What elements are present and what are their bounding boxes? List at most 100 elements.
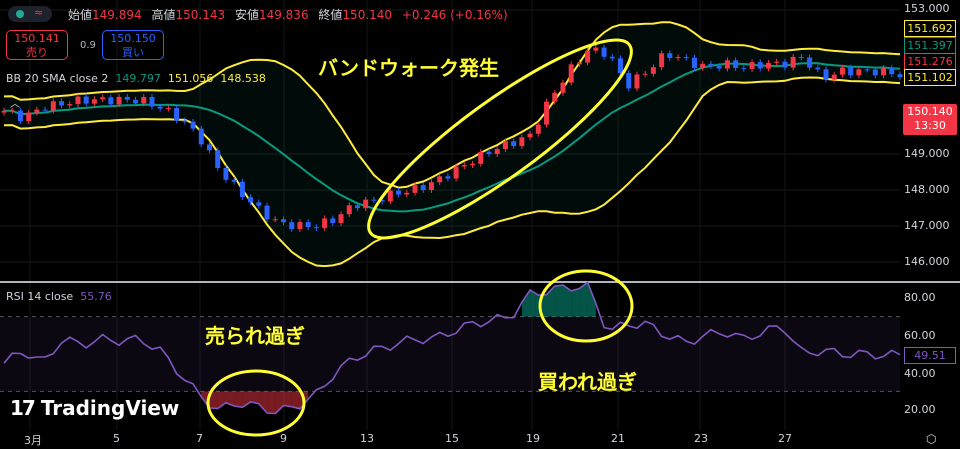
last-price: 150.140 (907, 105, 953, 118)
candle-body (848, 67, 854, 76)
candle-body (511, 141, 517, 147)
candle-body (157, 106, 163, 109)
high-label: 高値 (151, 8, 176, 22)
candle-body (601, 47, 607, 57)
rsi-overbought-fill (562, 285, 572, 317)
candle-body (272, 219, 278, 221)
candle-body (363, 199, 369, 209)
candle-body (215, 150, 221, 168)
candle-body (807, 57, 813, 68)
rsi-overbought-fill (521, 289, 531, 317)
market-open-dot (16, 10, 24, 18)
candle-body (396, 190, 402, 195)
rsi-oversold-fill (267, 391, 276, 414)
rsi-overbought-fill (587, 282, 596, 317)
candle-body (297, 222, 303, 230)
price-tick: 149.000 (904, 147, 950, 160)
candle-body (782, 61, 788, 68)
candle-body (371, 199, 377, 201)
candle-body (313, 227, 319, 229)
candle-body (420, 185, 426, 191)
rsi-oversold-fill (258, 391, 268, 414)
annotation-band-walk: バンドウォーク発生 (318, 56, 499, 80)
date-tick: 3月 (24, 434, 42, 447)
annotation-oversold: 売られ過ぎ (205, 324, 305, 348)
bb-lower: 148.538 (220, 72, 266, 85)
date-tick: 7 (196, 432, 203, 445)
candle-body (26, 112, 32, 122)
candle-body (724, 60, 730, 69)
candle-body (141, 96, 147, 104)
bb-lower-line (3, 76, 901, 268)
candle-body (576, 62, 582, 65)
candle-body (379, 200, 385, 202)
candle-body (149, 96, 155, 107)
candle-body (494, 149, 500, 154)
candle-body (461, 165, 467, 167)
candle-body (330, 218, 336, 224)
candle-body (897, 74, 903, 78)
candle-body (667, 53, 673, 59)
ohlc-legend: 始値149.894 高値150.143 安値149.836 終値150.140 … (68, 6, 514, 23)
close-label: 終値 (318, 8, 343, 22)
candle-body (691, 57, 697, 68)
candle-body (519, 137, 525, 147)
candle-body (305, 222, 311, 228)
candle-body (741, 68, 747, 70)
candle-body (9, 110, 15, 112)
candle-body (650, 67, 656, 74)
low-label: 安値 (234, 8, 259, 22)
rsi-overbought-fill (554, 285, 563, 317)
date-tick: 27 (778, 432, 792, 445)
market-status[interactable]: ≈ (8, 6, 52, 22)
candle-body (659, 53, 665, 68)
candle-body (683, 57, 689, 59)
candle-body (470, 163, 476, 166)
collapse-chevron-icon[interactable]: ︿ (10, 99, 20, 110)
candle-body (502, 141, 508, 150)
sell-label: 売り (26, 46, 48, 59)
candle-body (198, 128, 204, 145)
candle-body (387, 190, 393, 202)
candle-body (338, 214, 344, 224)
candle-body (757, 62, 763, 69)
candle-body (568, 64, 574, 83)
candle-body (774, 61, 780, 63)
buy-button[interactable]: 150.150 買い (102, 30, 164, 60)
bb-upper-line (3, 21, 901, 189)
candle-body (675, 57, 681, 59)
rsi-overbought-fill (546, 286, 555, 317)
rsi-legend[interactable]: RSI 14 close 55.76 (6, 290, 112, 303)
candle-body (75, 96, 81, 105)
candle-body (700, 63, 706, 68)
candle-body (248, 197, 254, 203)
candle-body (765, 62, 771, 69)
candle-body (708, 63, 714, 67)
candle-body (593, 47, 599, 51)
candle-body (256, 202, 262, 206)
rsi-value-tag: 49.51 (904, 347, 956, 364)
bb-legend[interactable]: BB 20 SMA close 2 149.797 151.056 148.53… (6, 72, 266, 85)
buy-price: 150.150 (110, 32, 156, 45)
candle-body (864, 69, 870, 71)
candle-body (280, 219, 286, 223)
annotation-ellipse-oversold (206, 369, 306, 437)
settings-icon[interactable]: ⬡ (926, 432, 937, 446)
rsi-line (3, 281, 901, 415)
candle-body (182, 120, 188, 122)
candle-body (17, 110, 23, 122)
indicator-price-tag: 151.692 (904, 20, 956, 37)
rsi-overbought-fill (571, 288, 580, 317)
rsi-oversold-fill (291, 391, 300, 409)
bb-basis: 149.797 (115, 72, 161, 85)
candle-body (412, 185, 418, 193)
rsi-tick: 60.00 (904, 329, 936, 342)
date-tick: 5 (113, 432, 120, 445)
candle-body (91, 99, 97, 104)
indicator-price-tag: 151.397 (904, 37, 956, 54)
price-tick: 147.000 (904, 219, 950, 232)
candle-body (798, 56, 804, 58)
low-value: 149.836 (258, 8, 309, 22)
sell-button[interactable]: 150.141 売り (6, 30, 68, 60)
